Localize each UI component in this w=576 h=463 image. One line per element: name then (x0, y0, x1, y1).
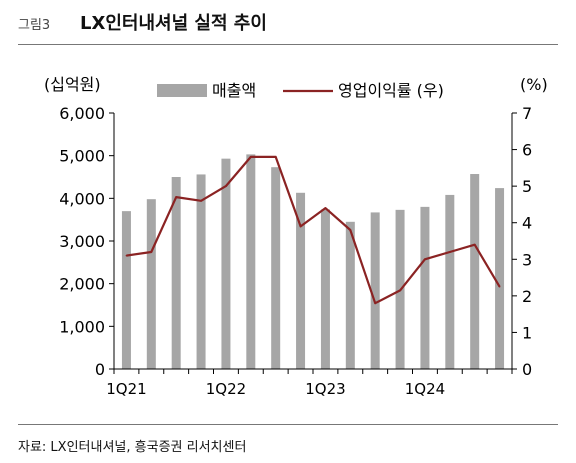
x-tick-label: 1Q22 (206, 380, 246, 398)
right-axis-unit: (%) (520, 75, 548, 94)
revenue-bar (146, 199, 156, 369)
right-tick-label: 4 (522, 214, 532, 233)
revenue-bar (221, 158, 231, 369)
margin-point (225, 185, 227, 187)
margin-point (498, 285, 501, 288)
revenue-bar (470, 174, 480, 369)
bar-series (121, 154, 505, 369)
revenue-bar (420, 206, 430, 369)
legend-label-line: 영업이익률 (우) (338, 81, 444, 100)
x-tick-label: 1Q23 (305, 380, 345, 398)
margin-point (424, 258, 426, 261)
left-tick-label: 1,000 (59, 317, 105, 336)
revenue-bar (246, 154, 256, 369)
revenue-bar (495, 188, 505, 369)
margin-point (299, 225, 302, 228)
right-tick-label: 1 (522, 323, 532, 342)
right-tick-label: 6 (522, 141, 532, 160)
right-tick-label: 0 (522, 360, 532, 379)
margin-point (200, 199, 202, 202)
left-tick-label: 3,000 (59, 232, 105, 251)
margin-point (125, 254, 128, 257)
margin-point (250, 156, 252, 158)
margin-point (399, 289, 401, 292)
right-tick-label: 5 (522, 177, 532, 196)
figure-number: 그림3 (18, 18, 51, 33)
top-rule (18, 44, 558, 45)
revenue-bar (171, 177, 181, 369)
revenue-bar (345, 221, 355, 369)
right-tick-label: 3 (522, 250, 532, 269)
margin-point (449, 251, 451, 253)
left-axis: 0 1,000 2,000 3,000 4,000 5,000 6,000 (십억원) (44, 75, 115, 379)
revenue-bar (320, 209, 330, 369)
line-series (125, 155, 501, 305)
x-tick-label: 1Q24 (405, 380, 445, 398)
revenue-bar (121, 211, 131, 369)
left-tick-label: 4,000 (59, 189, 105, 208)
x-tick-label: 1Q21 (106, 380, 146, 398)
source-note: 자료: LX인터내셔널, 흥국증권 리서치센터 (18, 440, 247, 455)
revenue-bar (445, 194, 455, 369)
revenue-bar (296, 192, 306, 369)
margin-point (349, 229, 352, 231)
x-axis: 1Q21 1Q22 1Q23 1Q24 (106, 368, 513, 398)
margin-point (324, 207, 327, 209)
left-axis-unit: (십억원) (44, 75, 101, 94)
left-tick-label: 5,000 (59, 147, 105, 166)
revenue-bar (271, 167, 281, 369)
bottom-rule (18, 424, 558, 425)
margin-point (175, 196, 177, 198)
legend: 매출액 영업이익률 (우) (157, 81, 444, 100)
legend-label-bar: 매출액 (212, 81, 256, 100)
right-axis: 0 1 2 3 4 5 6 7 (%) (511, 75, 548, 379)
right-tick-label: 7 (522, 104, 532, 123)
margin-point (374, 302, 376, 304)
revenue-bar (370, 212, 380, 369)
margin-point (150, 251, 153, 253)
margin-line (126, 155, 501, 305)
revenue-bar (196, 174, 206, 369)
legend-swatch-bar (157, 84, 207, 97)
left-tick-label: 2,000 (59, 275, 105, 294)
left-tick-label: 6,000 (59, 104, 105, 123)
margin-point (274, 156, 277, 158)
margin-point (473, 243, 476, 246)
right-tick-label: 2 (522, 287, 532, 306)
chart-title: LX인터내셔널 실적 추이 (80, 13, 267, 34)
left-tick-label: 0 (95, 360, 105, 379)
